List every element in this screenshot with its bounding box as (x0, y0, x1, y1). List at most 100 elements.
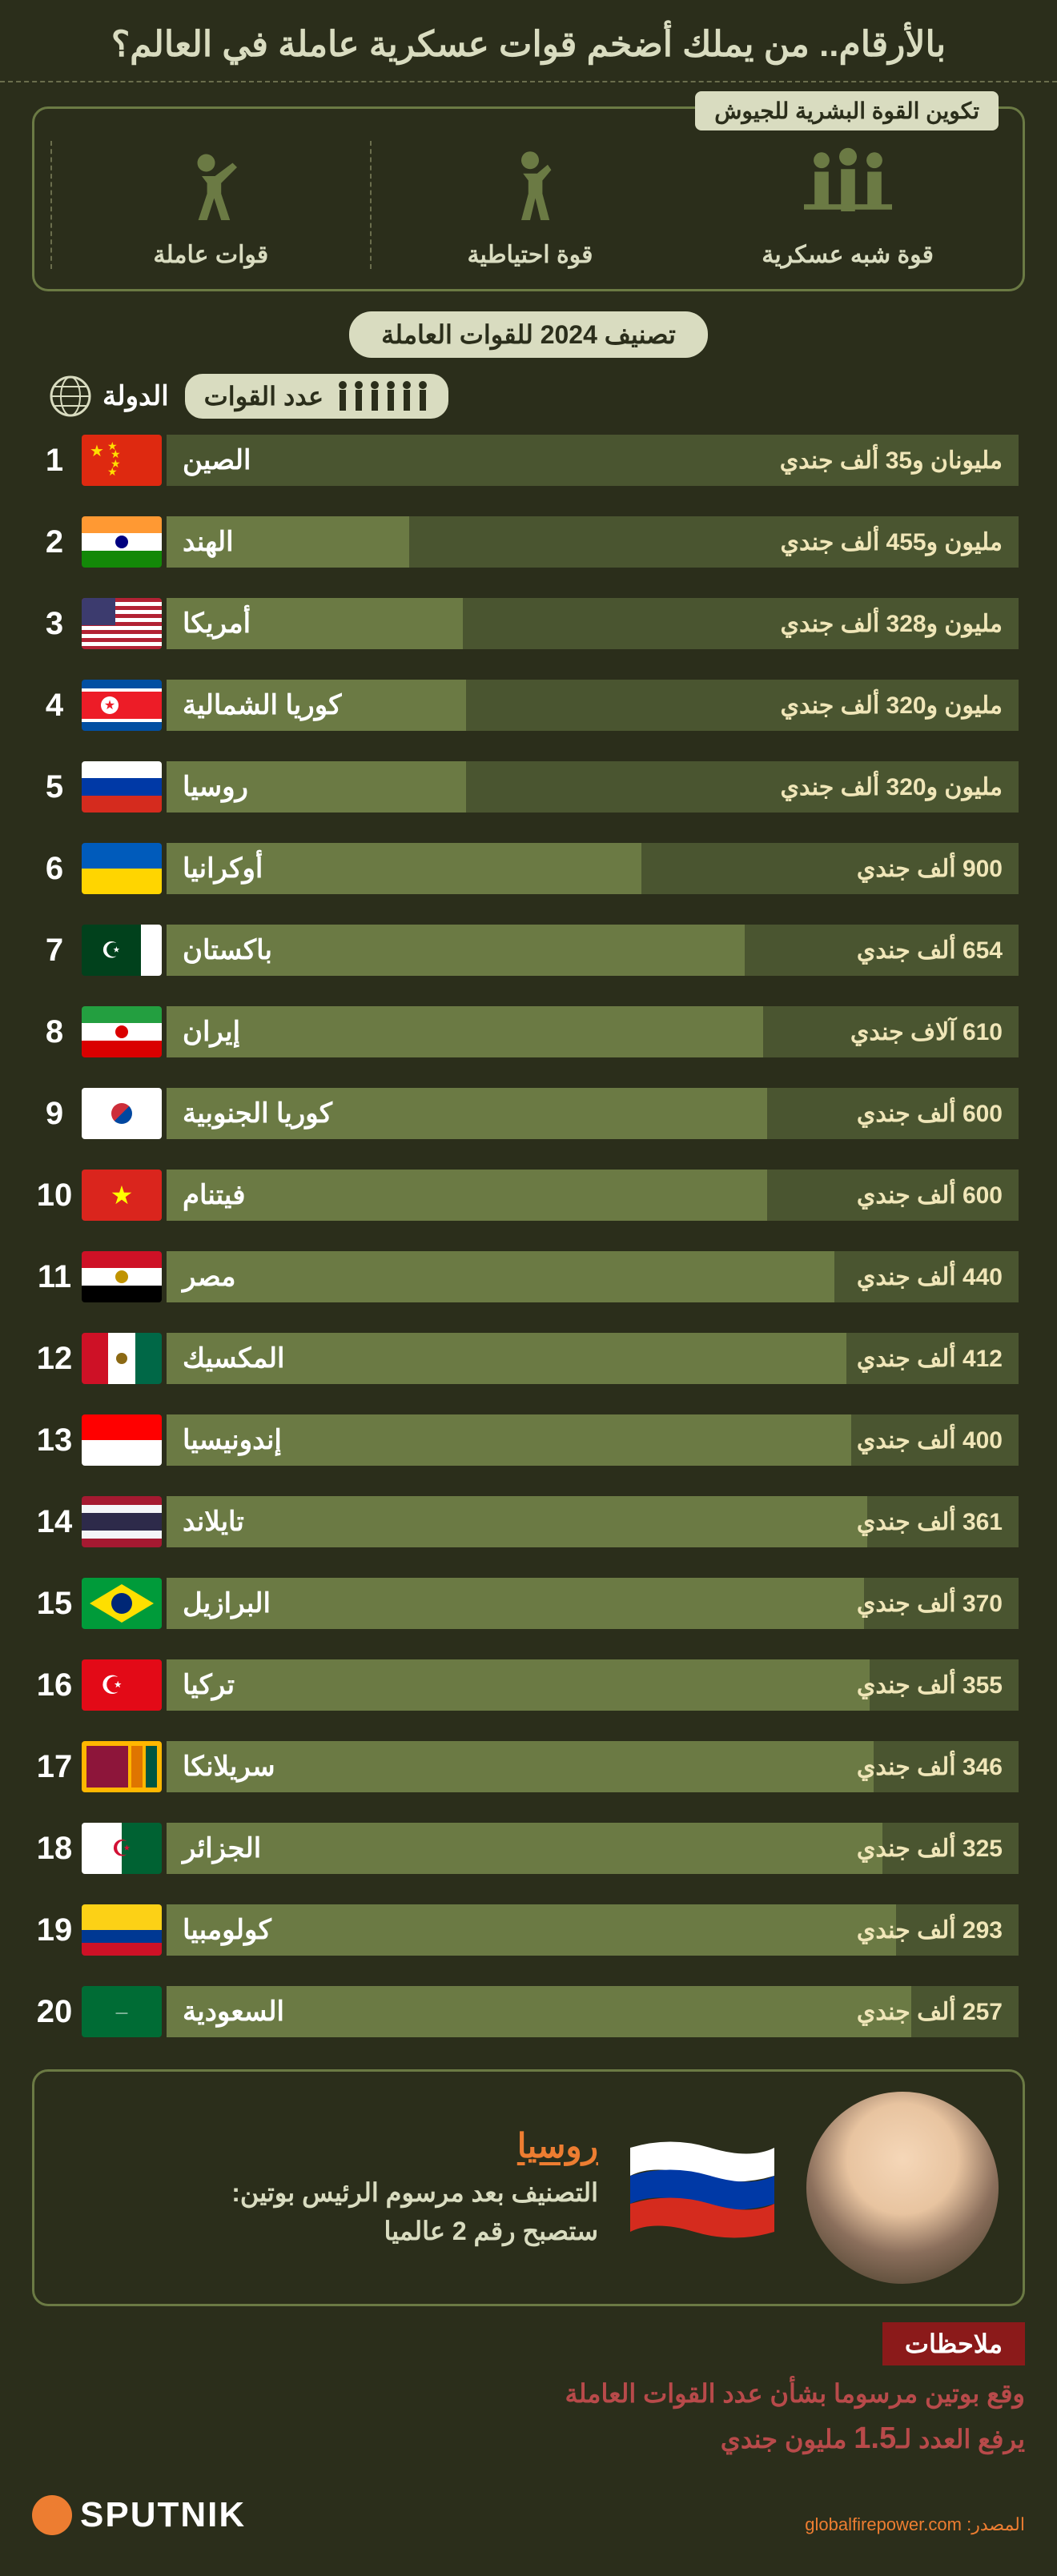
forces-label: 600 ألف جندي (857, 1100, 1003, 1128)
rank-number: 8 (32, 1014, 77, 1050)
bar-track: مصر440 ألف جندي (167, 1251, 1019, 1302)
bar-track: فيتنام600 ألف جندي (167, 1170, 1019, 1221)
rank-row: 1★★★★★ الصين مليونان و35 ألف جندي (32, 427, 1025, 494)
bar-track: كوريا الشماليةمليون و320 ألف جندي (167, 680, 1019, 731)
forces-label: 355 ألف جندي (857, 1671, 1003, 1699)
bar-content: روسيا مليون و320 ألف جندي (167, 761, 1019, 813)
rank-number: 15 (32, 1586, 77, 1622)
flag-co (82, 1904, 162, 1956)
forces-label: مليون و328 ألف جندي (781, 610, 1003, 638)
forces-label: 654 ألف جندي (857, 937, 1003, 965)
forces-label: 325 ألف جندي (857, 1835, 1003, 1863)
source-label: المصدر: (967, 2514, 1025, 2534)
rank-number: 1 (32, 443, 77, 479)
flag-id (82, 1414, 162, 1466)
country-name: الجزائر (183, 1832, 261, 1864)
composition-label: تكوين القوة البشرية للجيوش (695, 91, 999, 130)
bar-content: كوريا الشماليةمليون و320 ألف جندي (167, 680, 1019, 731)
country-name: تركيا (183, 1669, 235, 1701)
flag-vn: ★ (82, 1170, 162, 1221)
russia-body: التصنيف بعد مرسوم الرئيس بوتين: ستصبح رق… (58, 2173, 598, 2250)
rank-number: 12 (32, 1341, 77, 1377)
soldiers-group-icon (795, 141, 901, 229)
rank-number: 17 (32, 1749, 77, 1785)
rank-row: 2 الهند مليون و455 ألف جندي (32, 508, 1025, 576)
source-value: globalfirepower.com (805, 2514, 962, 2534)
bar-content: البرازيل370 ألف جندي (167, 1578, 1019, 1629)
flag-th (82, 1496, 162, 1547)
rank-row: 8 إيران610 آلاف جندي (32, 998, 1025, 1065)
bar-track: سريلانكا 346 ألف جندي (167, 1741, 1019, 1792)
country-name: كوريا الشمالية (183, 689, 341, 721)
forces-label: 412 ألف جندي (857, 1345, 1003, 1373)
forces-label: 610 آلاف جندي (850, 1018, 1003, 1046)
forces-label: 900 ألف جندي (857, 855, 1003, 883)
rank-number: 13 (32, 1422, 77, 1459)
bar-track: الصين مليونان و35 ألف جندي (167, 435, 1019, 486)
country-name: كولومبيا (183, 1914, 271, 1946)
forces-label: 346 ألف جندي (857, 1753, 1003, 1781)
rank-row: 18☪الجزائر325 ألف جندي (32, 1815, 1025, 1882)
flag-ru (82, 761, 162, 813)
bar-track: المكسيك412 ألف جندي (167, 1333, 1019, 1384)
rank-number: 5 (32, 769, 77, 805)
russia-text: روسيا التصنيف بعد مرسوم الرئيس بوتين: ست… (58, 2126, 598, 2250)
forces-label: 370 ألف جندي (857, 1590, 1003, 1618)
bar-content: مصر440 ألف جندي (167, 1251, 1019, 1302)
comp-label-1: قوة احتياطية (467, 242, 593, 268)
infographic-page: بالأرقام.. من يملك أضخم قوات عسكرية عامل… (0, 0, 1057, 2559)
forces-label: 293 ألف جندي (857, 1916, 1003, 1944)
comp-label-0: قوات عاملة (153, 242, 268, 268)
forces-label: مليون و320 ألف جندي (781, 773, 1003, 801)
comp-cell-paramilitary: قوة شبه عسكرية (689, 141, 1007, 269)
rank-row: 15 البرازيل370 ألف جندي (32, 1570, 1025, 1637)
rank-number: 7 (32, 933, 77, 969)
notes-label: ملاحظات (882, 2322, 1025, 2365)
flag-br (82, 1578, 162, 1629)
rank-number: 11 (32, 1259, 77, 1295)
country-name: تايلاند (183, 1506, 244, 1538)
rank-row: 14تايلاند361 ألف جندي (32, 1488, 1025, 1555)
country-name: إندونيسيا (183, 1424, 282, 1456)
rank-row: 10★فيتنام600 ألف جندي (32, 1162, 1025, 1229)
flag-us (82, 598, 162, 649)
rank-number: 4 (32, 688, 77, 724)
bar-track: السعودية257 ألف جندي (167, 1986, 1019, 2037)
country-name: السعودية (183, 1996, 284, 2028)
flag-in (82, 516, 162, 568)
bar-content: أوكرانيا 900 ألف جندي (167, 843, 1019, 894)
country-name: روسيا (183, 771, 248, 803)
country-name: أوكرانيا (183, 853, 263, 885)
sputnik-globe-icon (32, 2495, 72, 2535)
rank-row: 16☪تركيا355 ألف جندي (32, 1651, 1025, 1719)
country-name: أمريكا (183, 608, 251, 640)
bar-track: كوريا الجنوبية600 ألف جندي (167, 1088, 1019, 1139)
forces-label: مليون و455 ألف جندي (781, 528, 1003, 556)
country-name: الهند (183, 526, 234, 558)
bar-content: إيران610 آلاف جندي (167, 1006, 1019, 1057)
rank-number: 2 (32, 524, 77, 560)
bar-track: البرازيل370 ألف جندي (167, 1578, 1019, 1629)
forces-label: 400 ألف جندي (857, 1426, 1003, 1455)
flag-tr: ☪ (82, 1659, 162, 1711)
flag-cn: ★★★★★ (82, 435, 162, 486)
rank-number: 19 (32, 1912, 77, 1948)
rank-number: 6 (32, 851, 77, 887)
forces-label: مليونان و35 ألف جندي (780, 447, 1003, 475)
ranking-badge: تصنيف 2024 للقوات العاملة (349, 311, 708, 358)
composition-box: تكوين القوة البشرية للجيوش قوات عاملة قو… (32, 106, 1025, 291)
bar-track: روسيا مليون و320 ألف جندي (167, 761, 1019, 813)
bar-track: الجزائر 325 ألف جندي (167, 1823, 1019, 1874)
bar-content: إندونيسيا 400 ألف جندي (167, 1414, 1019, 1466)
bar-track: باكستان654 ألف جندي (167, 925, 1019, 976)
country-name: الصين (183, 444, 251, 476)
comp-cell-active: قوات عاملة (50, 141, 370, 269)
composition-cells: قوات عاملة قوة احتياطية قوة شبه عسكرية (50, 141, 1007, 269)
country-name: سريلانكا (183, 1751, 275, 1783)
page-title: بالأرقام.. من يملك أضخم قوات عسكرية عامل… (0, 0, 1057, 82)
rank-row: 4★كوريا الشماليةمليون و320 ألف جندي (32, 672, 1025, 739)
forces-label: 600 ألف جندي (857, 1182, 1003, 1210)
russia-body-l1: التصنيف بعد مرسوم الرئيس بوتين: (231, 2178, 598, 2207)
source-text: المصدر: globalfirepower.com (805, 2514, 1025, 2535)
rank-number: 3 (32, 606, 77, 642)
